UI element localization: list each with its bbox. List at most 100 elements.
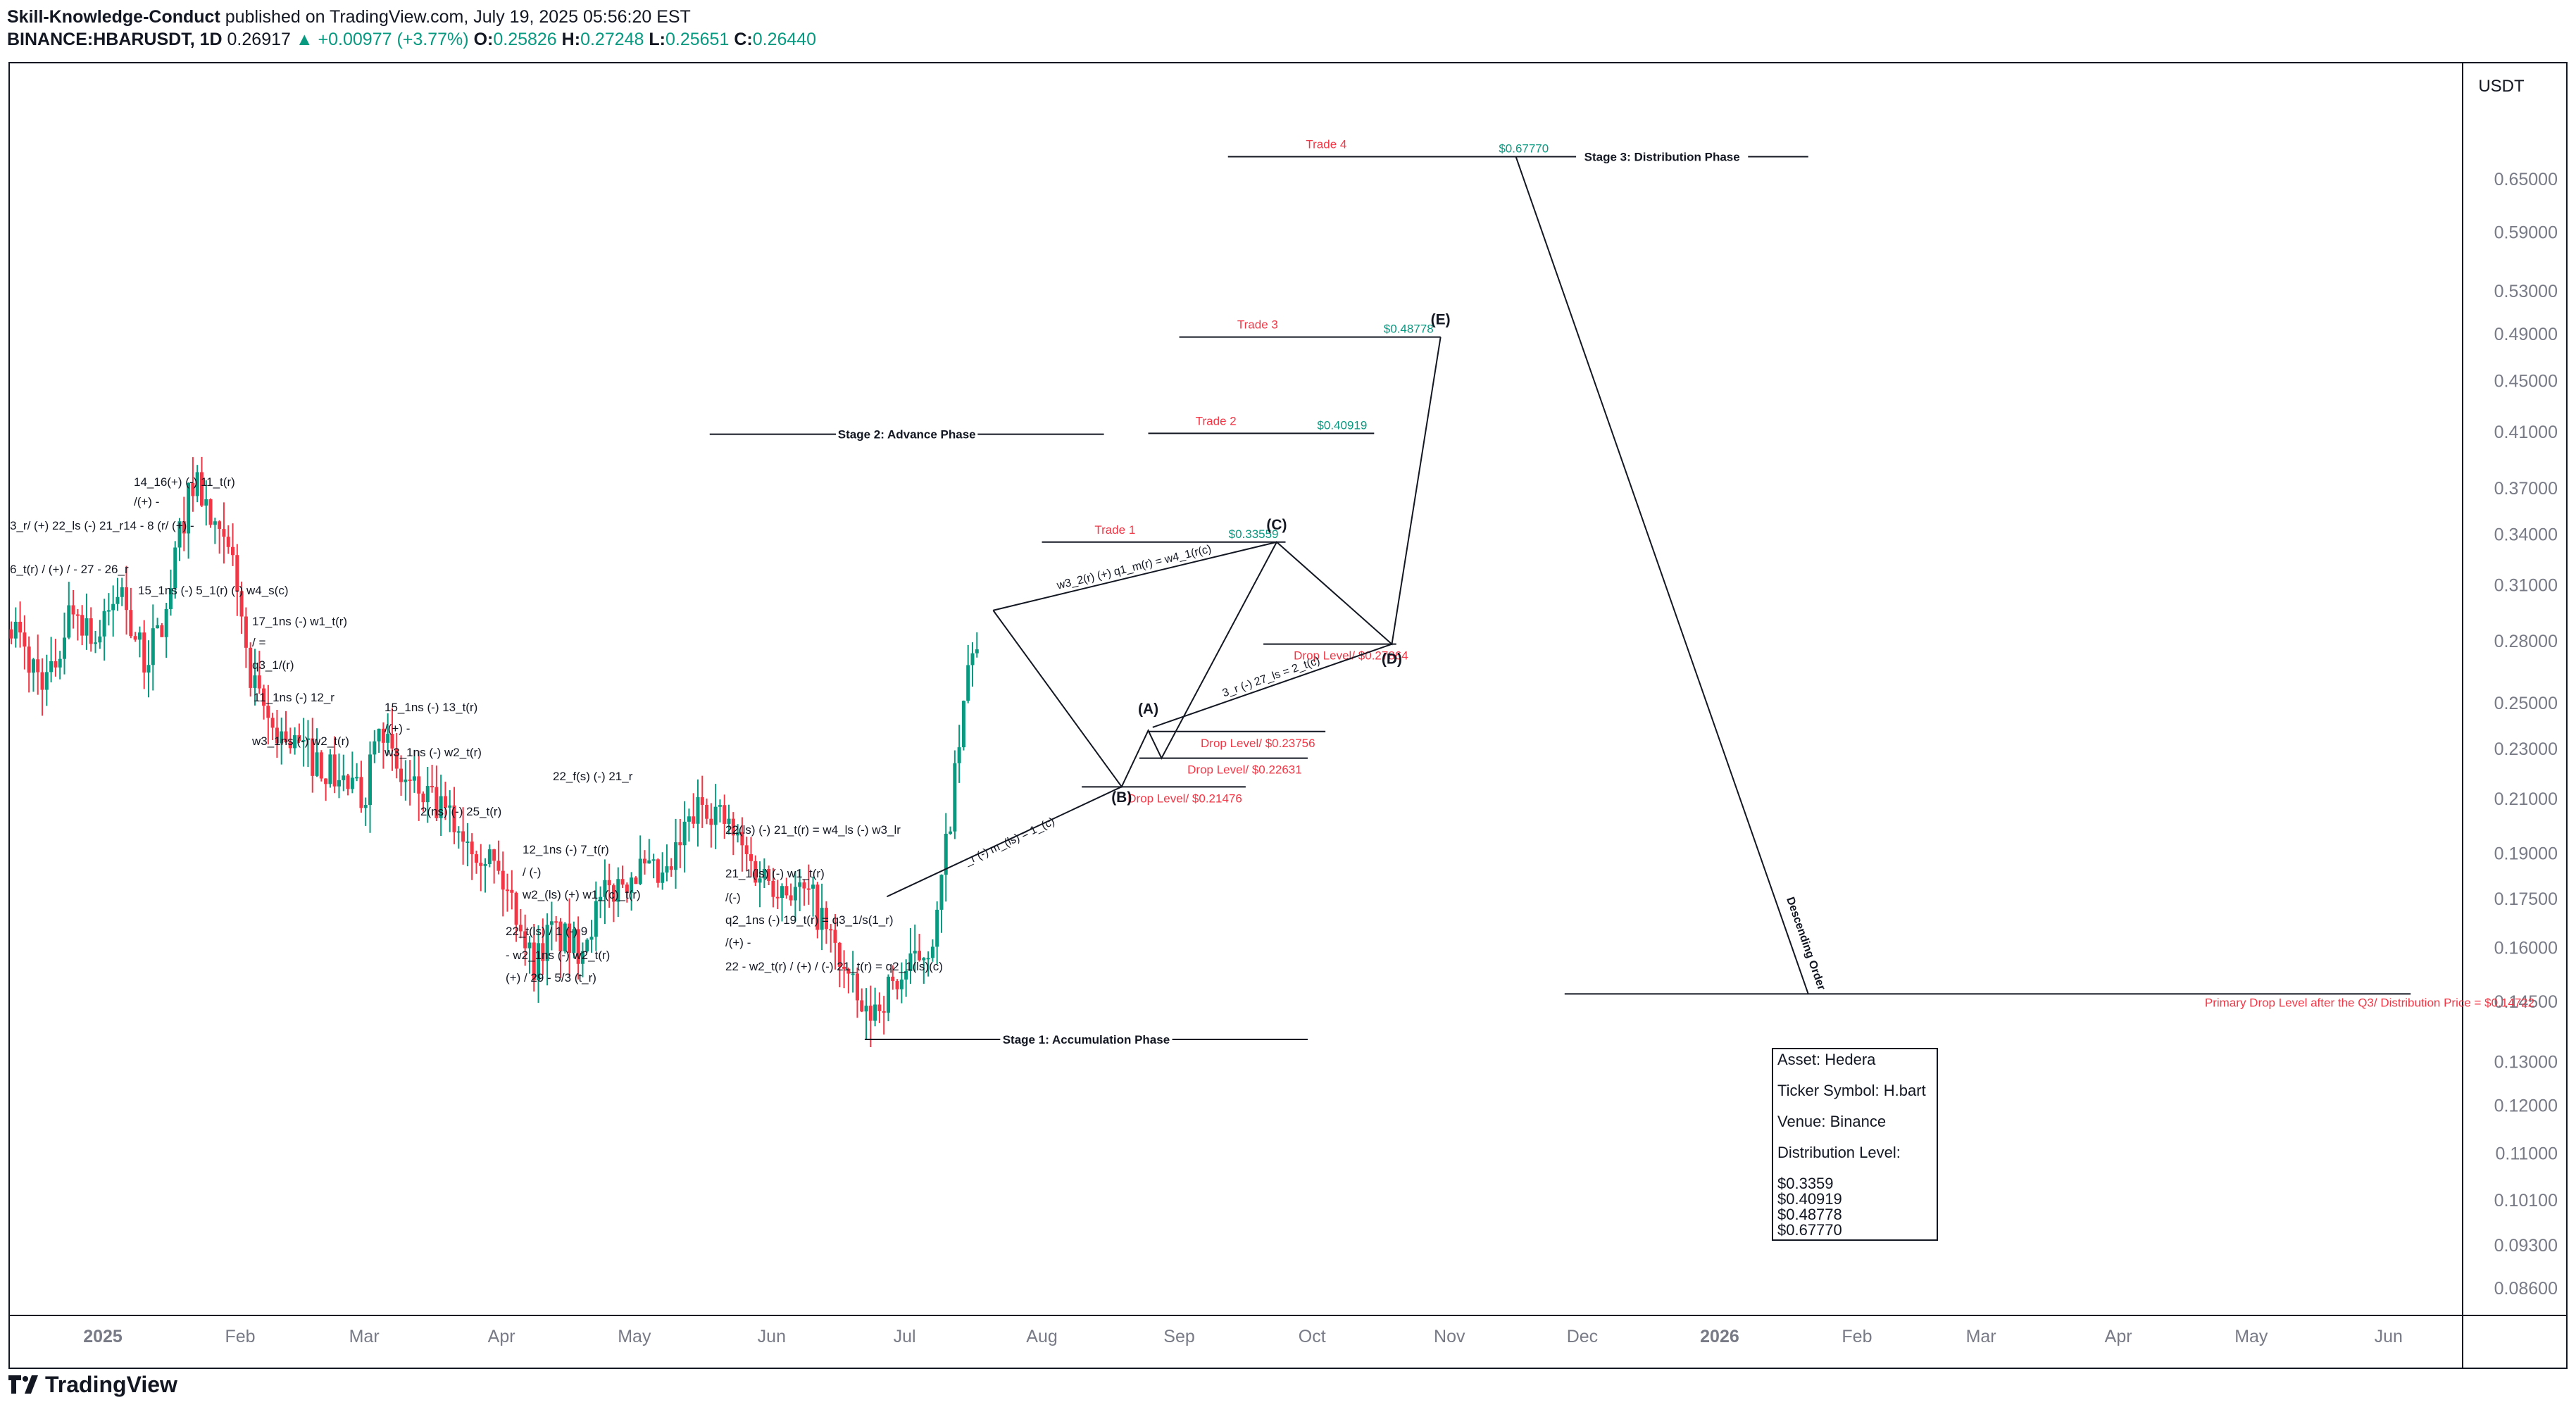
candle-body — [328, 754, 332, 784]
wave-formula-annotation: - w2_1ns (-) w2_t(r) — [506, 949, 610, 962]
candle-body — [806, 888, 811, 890]
logo-text: TradingView — [45, 1371, 177, 1397]
candle-body — [891, 976, 895, 982]
candle-body — [616, 879, 620, 902]
candle-body — [373, 741, 377, 755]
wave-formula-annotation: 11_1ns (-) 12_r — [254, 691, 334, 704]
y-tick-label: 0.10100 — [2494, 1191, 2558, 1211]
candle-body — [731, 818, 735, 836]
candle-body — [784, 886, 789, 896]
y-tick-label: 0.59000 — [2494, 223, 2558, 242]
symbol-label: BINANCE:HBARUSDT, 1D — [7, 30, 223, 49]
low-value: 0.25651 — [665, 30, 730, 49]
candle-body — [270, 718, 275, 728]
candle-body — [239, 591, 244, 617]
close-label: C: — [734, 30, 753, 49]
wave-formula-annotation: 22 - w2_t(r) / (+) / (-) 21_t(r) = q2_1(… — [725, 960, 943, 973]
stage-label: Stage 2: Advance Phase — [838, 428, 976, 442]
candle-body — [793, 887, 797, 901]
y-tick-label: 0.13000 — [2494, 1052, 2558, 1072]
info-level-3: $0.48778 — [1777, 1206, 1842, 1223]
chart-frame[interactable] — [8, 62, 2568, 1369]
candle-body — [549, 921, 554, 925]
stage-label: Stage 1: Accumulation Phase — [1003, 1033, 1170, 1046]
candle-body — [603, 880, 607, 897]
drop-level-label: Drop Level/ $0.23756 — [1201, 737, 1315, 750]
candle-body — [829, 929, 833, 931]
candle-body — [523, 931, 527, 949]
candle-body — [754, 861, 758, 883]
candle-body — [492, 849, 496, 861]
candle-body — [319, 752, 323, 779]
candle-body — [399, 768, 404, 782]
candle-body — [381, 728, 385, 743]
candle-body — [736, 832, 740, 836]
wave-formula-annotation: q3_1/(r) — [252, 658, 294, 672]
candle-body — [630, 877, 634, 893]
candle-body — [9, 629, 13, 639]
wave-formula-annotation: q2_1ns (-) 19_t(r) = q3_1/s(1_r) — [725, 913, 894, 927]
wave-formula-annotation: / = — [252, 636, 265, 649]
y-tick-label: 0.45000 — [2494, 371, 2558, 391]
tradingview-logo-icon — [8, 1375, 38, 1394]
price-axis-currency: USDT — [2478, 77, 2525, 96]
candle-body — [297, 735, 301, 742]
candle-body — [953, 763, 957, 832]
wave-channel-label: 3_r (-) 27_ls = 2_t(c) — [1221, 655, 1322, 700]
y-tick-label: 0.28000 — [2494, 632, 2558, 651]
candle-body — [386, 734, 390, 743]
candle-body — [868, 1006, 873, 1021]
candle-body — [820, 908, 824, 930]
y-tick-label: 0.25000 — [2494, 694, 2558, 713]
y-tick-label: 0.14500 — [2494, 992, 2558, 1012]
y-tick-label: 0.09300 — [2494, 1236, 2558, 1256]
drop-level-label: Drop Level/ $0.22631 — [1187, 763, 1302, 777]
candle-body — [160, 625, 164, 637]
candle-body — [926, 958, 930, 960]
candle-body — [27, 646, 31, 673]
x-tick-label: 2025 — [83, 1327, 123, 1346]
candle-body — [682, 821, 687, 846]
candle-body — [137, 632, 142, 640]
wave-formula-annotation: 22_f(s) (-) 21_r — [553, 770, 633, 783]
candle-body — [363, 805, 368, 808]
candle-body — [394, 748, 399, 769]
candle-body — [767, 868, 771, 881]
candle-body — [860, 1000, 864, 1012]
candle-body — [430, 786, 434, 788]
last-price: 0.26917 — [227, 30, 291, 49]
candle-body — [111, 604, 115, 611]
candle-body — [115, 596, 120, 604]
author-name[interactable]: Skill-Knowledge-Conduct — [7, 7, 220, 27]
descending-line — [1515, 156, 1809, 994]
candle-body — [443, 796, 447, 808]
candle-body — [696, 797, 700, 824]
candle-body — [864, 1006, 868, 1012]
candle-body — [501, 870, 505, 890]
candle-body — [594, 901, 598, 937]
info-box: Asset: Hedera Ticker Symbol: H.bart Venu… — [1772, 1048, 1938, 1241]
candle-body — [346, 775, 350, 789]
trade-level-label: Trade 2 — [1196, 414, 1237, 427]
candle-body — [771, 880, 775, 897]
candle-body — [284, 731, 288, 743]
ohlc-line: BINANCE:HBARUSDT, 1D 0.26917 ▲ +0.00977 … — [7, 28, 816, 51]
candle-body — [67, 605, 71, 638]
candle-body — [40, 672, 44, 690]
low-label: L: — [649, 30, 665, 49]
x-tick-label: Aug — [1026, 1327, 1057, 1346]
x-tick-label: Jul — [894, 1327, 916, 1346]
candle-body — [851, 973, 855, 975]
wave-formula-annotation: 3_r/ (+) 22_ls (-) 21_r14 - 8 (r/ (+) - — [10, 519, 194, 532]
tradingview-logo[interactable]: TradingView — [8, 1369, 177, 1400]
candle-body — [709, 818, 713, 825]
candle-body — [674, 842, 678, 870]
candle-body — [514, 892, 518, 925]
candle-body — [208, 499, 213, 525]
candle-body — [151, 628, 155, 665]
trade-level-price: $0.48778 — [1384, 323, 1434, 336]
candle-body — [439, 796, 443, 818]
x-tick-label: 2026 — [1700, 1327, 1739, 1346]
candle-body — [607, 880, 611, 886]
